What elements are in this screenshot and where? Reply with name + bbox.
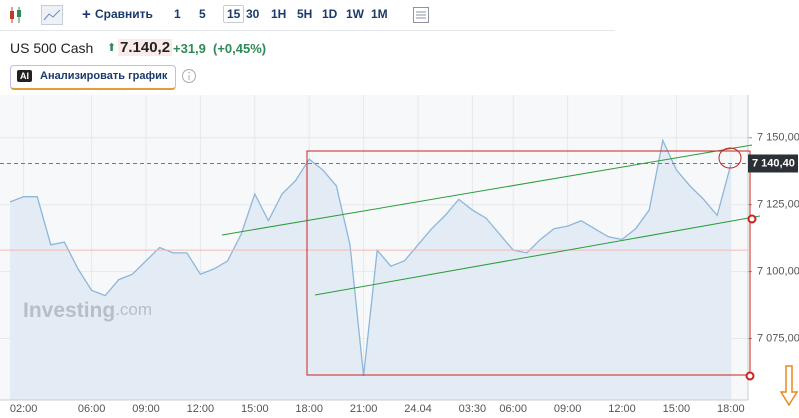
price: 7.140,2 <box>118 39 173 56</box>
anchor-point <box>745 371 755 381</box>
x-tick-label: 06:00 <box>78 403 106 415</box>
y-tick-label: 7 075,00 <box>757 332 799 344</box>
area-icon[interactable] <box>41 5 63 25</box>
x-tick-label: 12:00 <box>608 403 636 415</box>
x-tick-label: 24.04 <box>404 403 432 415</box>
anchor-point <box>747 214 757 224</box>
x-tick-label: 15:00 <box>241 403 269 415</box>
interval-button[interactable]: 1H <box>271 7 287 21</box>
x-tick-label: 06:00 <box>499 403 527 415</box>
x-tick-label: 15:00 <box>663 403 691 415</box>
y-tick-label: 7 100,00 <box>757 265 799 277</box>
watermark-part: Investing <box>23 299 115 322</box>
x-tick-label: 18:00 <box>717 403 745 415</box>
y-tick-label: 7 150,00 <box>757 132 799 144</box>
down-arrow <box>779 365 799 407</box>
ai-badge: AI <box>17 70 32 82</box>
interval-button[interactable]: 30 <box>246 7 260 21</box>
interval-button[interactable]: 1M <box>371 7 388 21</box>
compare-button[interactable]: Сравнить <box>95 7 153 21</box>
last-price-box <box>748 154 798 173</box>
interval-button[interactable]: 5 <box>199 7 206 21</box>
annotation-circle <box>718 147 742 169</box>
info-icon[interactable] <box>181 68 197 84</box>
interval-button[interactable]: 5H <box>297 7 313 21</box>
interval-button[interactable]: 1W <box>346 7 364 21</box>
interval-button[interactable]: 1D <box>322 7 338 21</box>
candle-icon[interactable] <box>8 6 24 24</box>
x-tick-label: 09:00 <box>132 403 160 415</box>
toolbar: + Сравнить 1 5 15 30 1H 5H 1D 1W 1M <box>0 0 615 31</box>
change: +31,9 <box>173 41 206 56</box>
ai-button[interactable]: AI Анализировать график <box>10 65 176 90</box>
ai-button-label: Анализировать график <box>40 70 168 82</box>
interval-button[interactable]: 1 <box>174 7 181 21</box>
channel-upper <box>221 144 753 236</box>
x-tick-label: 21:00 <box>350 403 378 415</box>
plus-icon[interactable]: + <box>82 6 91 23</box>
y-tick-label: 7 125,00 <box>757 199 799 211</box>
annotation-box <box>306 150 751 376</box>
interval-button[interactable]: 15 <box>223 5 245 23</box>
x-tick-label: 18:00 <box>295 403 323 415</box>
channel-lower <box>314 215 761 296</box>
x-tick-label: 02:00 <box>10 403 38 415</box>
last-price-label: 7 140,40 <box>752 157 795 169</box>
x-tick-label: 03:30 <box>459 403 487 415</box>
watermark: Investing.com <box>23 299 152 322</box>
price-line <box>9 138 732 376</box>
watermark-part: .com <box>115 300 152 319</box>
change-pct: (+0,45%) <box>213 41 267 56</box>
x-tick-label: 09:00 <box>554 403 582 415</box>
instrument-name: US 500 Cash <box>10 40 94 56</box>
up-arrow: ⬆ <box>107 42 117 54</box>
area-fill <box>10 140 731 400</box>
table-icon[interactable] <box>413 7 429 23</box>
x-tick-label: 12:00 <box>187 403 215 415</box>
